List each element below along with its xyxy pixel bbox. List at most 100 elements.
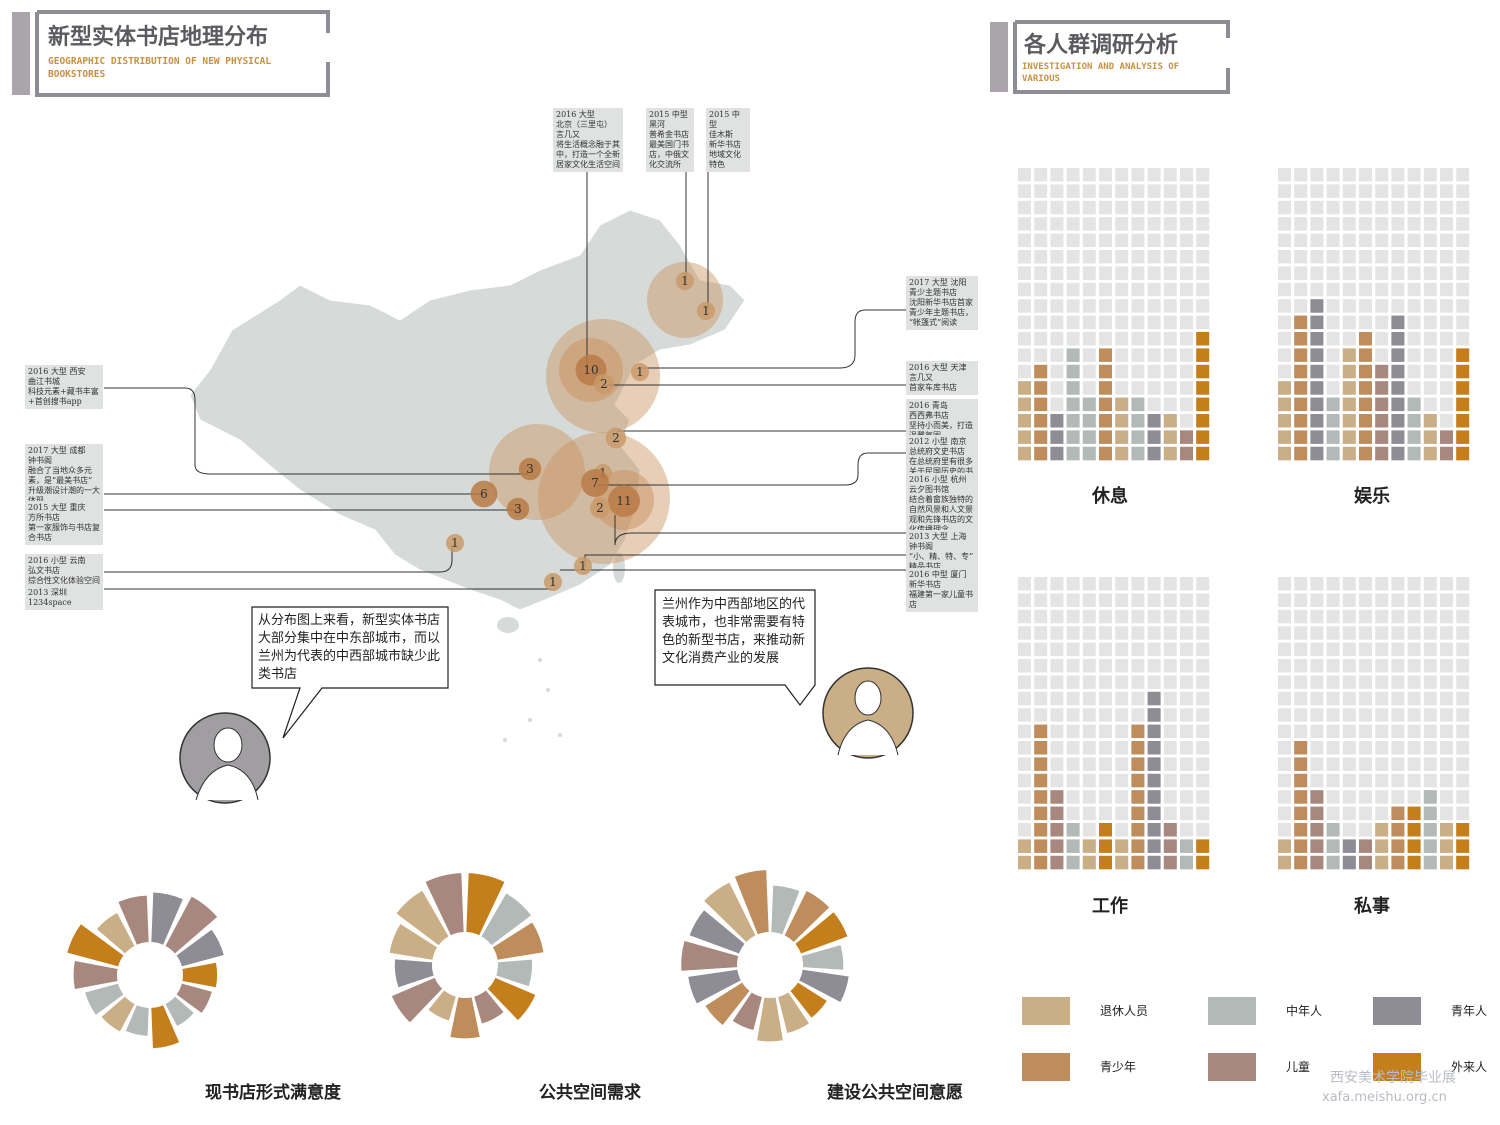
waffle-cell xyxy=(1278,691,1291,706)
waffle-cell xyxy=(1099,724,1112,739)
waffle-cell-filled xyxy=(1375,397,1389,412)
waffle-cell-filled xyxy=(1391,381,1405,395)
waffle-cell xyxy=(1147,397,1161,412)
radial-segment xyxy=(734,870,769,935)
waffle-column xyxy=(1278,839,1291,870)
waffle-cell-filled xyxy=(1180,446,1193,461)
waffle-cell xyxy=(1342,577,1356,591)
waffle-cell-filled xyxy=(1456,430,1470,444)
waffle-cell xyxy=(1278,757,1291,771)
waffle-cell xyxy=(1375,233,1389,248)
radial-segment xyxy=(795,912,848,954)
waffle-column xyxy=(1326,823,1340,870)
waffle-cell-filled xyxy=(1456,839,1470,853)
bubble-label: 3 xyxy=(526,462,534,476)
waffle-cell xyxy=(1326,233,1340,248)
waffle-cell-filled xyxy=(1423,855,1437,870)
waffle-cell xyxy=(1407,790,1421,804)
waffle-cell-filled xyxy=(1278,381,1291,395)
waffle-cell xyxy=(1099,675,1112,689)
waffle-cell xyxy=(1180,233,1193,248)
waffle-cell xyxy=(1278,659,1291,673)
waffle-cell xyxy=(1082,233,1096,248)
waffle-cell xyxy=(1180,348,1193,362)
waffle-cell xyxy=(1050,184,1064,198)
waffle-cell xyxy=(1294,724,1308,739)
waffle-cell-filled xyxy=(1310,397,1324,412)
waffle-cell xyxy=(1407,299,1421,313)
waffle-column xyxy=(1163,823,1177,870)
waffle-cell xyxy=(1456,217,1470,231)
waffle-cell xyxy=(1131,168,1145,182)
waffle-cell-filled xyxy=(1391,348,1405,362)
waffle-cell xyxy=(1278,250,1291,264)
waffle-cell-filled xyxy=(1278,855,1291,870)
waffle-cell xyxy=(1375,806,1389,821)
waffle-cell xyxy=(1342,315,1356,330)
waffle-cell-filled xyxy=(1163,855,1177,870)
waffle-cell xyxy=(1115,757,1129,771)
waffle-cell-filled xyxy=(1147,839,1161,853)
waffle-cell xyxy=(1391,593,1405,607)
radial-segment xyxy=(391,977,443,1023)
radial-segment xyxy=(389,924,438,960)
waffle-column xyxy=(1131,724,1145,870)
waffle-cell xyxy=(1034,675,1048,689)
waffle-cell xyxy=(1180,299,1193,313)
waffle-cell xyxy=(1099,659,1112,673)
map-bubble xyxy=(470,480,498,508)
waffle-cell xyxy=(1440,200,1453,215)
waffle-cell xyxy=(1310,708,1324,722)
waffle-cell xyxy=(1375,266,1389,280)
waffle-cell xyxy=(1196,266,1210,280)
waffle-cell xyxy=(1423,675,1437,689)
waffle-cell-filled xyxy=(1310,823,1324,837)
waffle-cell xyxy=(1131,200,1145,215)
waffle-cell-filled xyxy=(1440,839,1453,853)
waffle-cell-filled xyxy=(1034,724,1048,739)
waffle-cell xyxy=(1050,266,1064,280)
waffle-cell xyxy=(1066,708,1080,722)
waffle-cell xyxy=(1196,593,1210,607)
waffle-cell xyxy=(1359,200,1372,215)
waffle-cell xyxy=(1099,757,1112,771)
waffle-column xyxy=(1099,823,1112,870)
waffle-cell xyxy=(1050,315,1064,330)
map-bubble xyxy=(608,485,640,517)
waffle-cell xyxy=(1163,708,1177,722)
bubble-label: 1 xyxy=(702,304,710,318)
map-bubble xyxy=(518,457,542,481)
waffle-column xyxy=(1375,364,1389,461)
waffle-cell xyxy=(1018,757,1031,771)
waffle-cell xyxy=(1180,593,1193,607)
waffle-cell xyxy=(1407,691,1421,706)
waffle-cell xyxy=(1407,708,1421,722)
waffle-cell xyxy=(1082,691,1096,706)
waffle-cell xyxy=(1082,609,1096,624)
waffle-column xyxy=(1050,790,1064,870)
waffle-cell-filled xyxy=(1359,364,1372,379)
waffle-cell xyxy=(1115,381,1129,395)
waffle-column xyxy=(1115,839,1129,870)
waffle-cell-filled xyxy=(1423,823,1437,837)
waffle-cell-filled xyxy=(1163,414,1177,428)
waffle-cell xyxy=(1131,609,1145,624)
waffle-cell xyxy=(1310,609,1324,624)
waffle-cell xyxy=(1342,299,1356,313)
waffle-cell xyxy=(1082,823,1096,837)
waffle-cell xyxy=(1196,823,1210,837)
waffle-cell xyxy=(1407,168,1421,182)
waffle-cell xyxy=(1099,609,1112,624)
speech-text: 从分布图上来看，新型实体书店大部分集中在中东部城市，而以兰州为代表的中西部城市缺… xyxy=(258,613,441,682)
waffle-cell-filled xyxy=(1310,299,1324,313)
waffle-cell xyxy=(1326,364,1340,379)
waffle-cell xyxy=(1034,577,1048,591)
waffle-cell xyxy=(1050,381,1064,395)
waffle-cell-filled xyxy=(1391,806,1405,821)
waffle-cell xyxy=(1440,593,1453,607)
waffle-cell xyxy=(1391,282,1405,297)
map-note: 2017 大型 沈阳 青少主题书店 沈阳新华书店首家青少年主题书店，“帐篷式”阅… xyxy=(906,276,978,330)
waffle-cell xyxy=(1391,642,1405,657)
waffle-cell xyxy=(1278,741,1291,755)
waffle-cell xyxy=(1456,724,1470,739)
